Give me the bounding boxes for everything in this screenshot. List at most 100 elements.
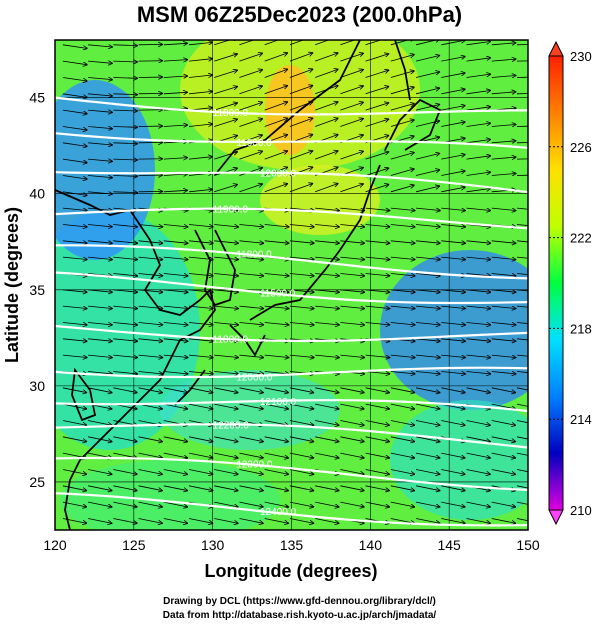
wind-arrow xyxy=(416,289,440,292)
wind-arrow xyxy=(390,104,414,111)
contour-label: 11900.0 xyxy=(236,138,272,149)
wind-arrow xyxy=(62,436,87,442)
wind-arrow xyxy=(113,110,137,111)
wind-arrow xyxy=(516,485,528,489)
wind-arrow xyxy=(264,371,289,373)
wind-arrow xyxy=(62,158,87,163)
wind-arrow xyxy=(516,158,528,160)
wind-arrow xyxy=(113,256,137,259)
wind-arrow xyxy=(516,452,528,456)
wind-arrow xyxy=(365,256,390,259)
contour-label: 12400.0 xyxy=(260,507,297,518)
wind-arrow xyxy=(365,485,390,491)
wind-arrow xyxy=(441,57,465,62)
wind-arrow xyxy=(315,305,339,308)
wind-arrow xyxy=(188,354,213,357)
wind-arrow xyxy=(365,501,390,507)
wind-arrow xyxy=(138,273,163,275)
wind-arrow xyxy=(415,154,439,160)
wind-arrow xyxy=(415,501,440,507)
wind-arrow xyxy=(88,371,112,373)
contour-line xyxy=(55,271,528,305)
wind-arrow xyxy=(516,207,528,210)
wind-arrow xyxy=(390,153,414,160)
wind-arrow xyxy=(415,469,440,474)
wind-arrow xyxy=(416,240,440,243)
coastline-asia xyxy=(55,189,216,530)
wind-arrow xyxy=(516,518,528,522)
wind-arrow xyxy=(491,43,516,45)
wind-arrow xyxy=(466,371,491,373)
wind-arrow xyxy=(416,256,440,259)
contour-label: 12200.0 xyxy=(213,420,250,431)
wind-arrow xyxy=(113,273,137,275)
wind-arrow xyxy=(163,371,188,373)
contour-label: 12000.0 xyxy=(260,169,297,180)
wind-arrow xyxy=(113,77,137,78)
wind-arrow xyxy=(88,45,112,47)
wind-arrow xyxy=(239,240,263,243)
wind-arrow xyxy=(466,289,491,292)
wind-arrow xyxy=(466,501,491,507)
wind-arrow xyxy=(88,289,112,292)
wind-arrow xyxy=(365,420,390,425)
wind-arrow xyxy=(138,240,163,243)
wind-arrow xyxy=(516,142,528,144)
wind-arrow xyxy=(138,354,163,357)
wind-arrow xyxy=(315,436,339,442)
wind-arrow xyxy=(390,55,414,62)
wind-arrow xyxy=(516,93,528,95)
wind-arrow xyxy=(491,59,516,61)
wind-arrow xyxy=(62,175,87,179)
wind-arrow xyxy=(466,420,491,425)
wind-arrow xyxy=(516,338,528,341)
wind-arrow xyxy=(138,387,163,393)
wind-arrow xyxy=(516,501,528,505)
wind-arrow xyxy=(466,436,491,442)
wind-arrow xyxy=(340,102,363,111)
coastline-sakhalin xyxy=(394,40,411,101)
wind-arrow xyxy=(214,469,238,474)
wind-arrow xyxy=(214,224,238,226)
wind-arrow xyxy=(163,485,188,491)
wind-arrow xyxy=(264,40,288,46)
wind-arrow xyxy=(340,485,364,491)
wind-arrow xyxy=(365,87,389,95)
wind-arrow xyxy=(491,273,516,275)
wind-arrow xyxy=(340,436,364,442)
wind-arrow xyxy=(390,207,415,210)
wind-arrow xyxy=(289,289,314,292)
wind-arrow xyxy=(289,69,313,78)
wind-arrow xyxy=(163,125,187,127)
wind-arrow xyxy=(88,469,112,474)
wind-arrow xyxy=(163,387,188,393)
wind-arrow xyxy=(113,452,137,458)
wind-arrow xyxy=(416,273,440,275)
wind-arrow xyxy=(214,518,238,523)
lon-tick-label: 140 xyxy=(359,537,383,553)
contour-line xyxy=(55,324,528,342)
wind-arrow xyxy=(390,469,415,474)
wind-arrow xyxy=(466,123,491,127)
wind-arrow xyxy=(466,41,491,46)
wind-arrow xyxy=(138,371,163,373)
wind-arrow xyxy=(163,354,188,357)
wind-arrow xyxy=(113,224,137,226)
wind-arrow xyxy=(289,118,313,127)
wind-arrow xyxy=(340,387,364,393)
wind-arrow xyxy=(365,273,390,275)
wind-arrow xyxy=(441,518,465,523)
wind-arrow xyxy=(416,207,440,210)
wind-arrow xyxy=(88,224,112,226)
wind-arrow xyxy=(214,305,238,308)
wind-arrow xyxy=(365,322,390,324)
colorbar-tick-label: 222 xyxy=(570,231,592,246)
wind-arrow xyxy=(239,403,263,409)
wind-arrow xyxy=(239,102,262,111)
wind-arrow xyxy=(264,436,289,442)
wind-arrow xyxy=(188,403,213,409)
wind-arrow xyxy=(416,338,440,341)
wind-arrow xyxy=(62,93,87,98)
wind-arrow xyxy=(88,192,112,194)
wind-arrow xyxy=(390,40,414,46)
